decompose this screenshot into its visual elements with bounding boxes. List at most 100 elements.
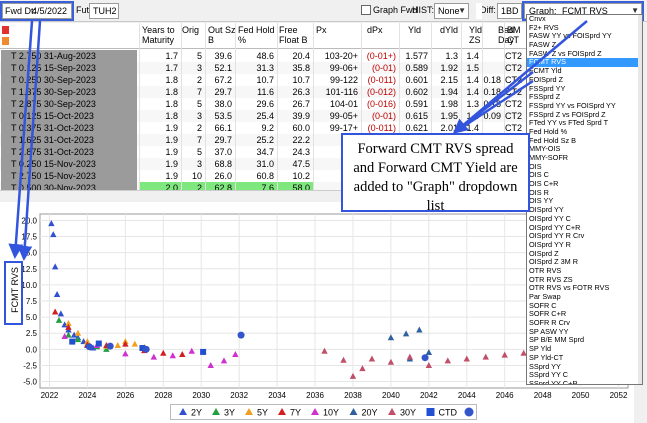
header-color-marker [2, 37, 9, 45]
column-header[interactable]: dYld [440, 25, 459, 35]
legend-label: 2Y [191, 408, 202, 418]
dropdown-item[interactable]: Par Swap [529, 292, 561, 301]
data-point-30y [444, 357, 452, 364]
data-point-3y [55, 316, 63, 323]
x-tick-label: 2044 [458, 391, 476, 400]
data-point-10y [150, 353, 158, 360]
column-header[interactable]: Px [316, 25, 327, 35]
column-header[interactable]: dPx [367, 25, 383, 35]
column-divider [181, 23, 182, 190]
table-cell-ytm: 1.9 [165, 147, 178, 157]
dropdown-item[interactable]: OISprd YY C [529, 213, 571, 223]
table-cell-zs: 1.4 [466, 75, 479, 85]
y-tick-label: 10.0 [21, 281, 37, 290]
table-cell-ytm: 1.8 [165, 111, 178, 121]
graph-dropdown-list[interactable]: Cnvx F2+ RVS FASW YY vs FOISprd YY FASW Z FA… [526, 14, 643, 385]
table-cell-px: 99-17+ [329, 123, 358, 133]
dropdown-item[interactable]: OISprd YY R Crv [529, 231, 585, 241]
table-cell-yld: 0.589 [405, 63, 428, 73]
data-point-20y [416, 326, 423, 333]
table-cell-out: 67.2 [214, 75, 232, 85]
data-point-otr [106, 342, 114, 350]
table-cell-dyld: 1.98 [440, 99, 458, 109]
table-cell-orig: 3 [196, 111, 202, 121]
data-point-otr [421, 354, 429, 362]
column-header[interactable]: Yld [408, 25, 422, 35]
table-cell-fed: 60.8 [256, 171, 274, 181]
dropdown-item[interactable]: OTR RVS [529, 265, 562, 275]
legend-marker [426, 408, 435, 416]
data-point-5y [131, 340, 139, 347]
dropdown-item[interactable]: OISprd Z [529, 248, 559, 258]
table-cell-fed: 31.0 [256, 159, 274, 169]
table-cell-dyld: 1.94 [440, 87, 458, 97]
dropdown-scrollbar[interactable] [638, 15, 642, 384]
data-point-20y [402, 330, 410, 337]
dropdown-item[interactable]: SOFR R Crv [529, 318, 570, 328]
hist-select-value: None [438, 6, 460, 16]
table-cell-px: 104-01 [329, 99, 358, 109]
data-point-30y [425, 361, 433, 368]
table-cell-bad [482, 50, 501, 62]
table-cell-ytm: 1.9 [165, 123, 178, 133]
column-header[interactable]: Years to Maturity [142, 25, 175, 45]
table-cell-out: 68.8 [214, 159, 232, 169]
column-header[interactable]: Free Float B [279, 25, 308, 45]
table-cell-ytm: 1.9 [165, 159, 178, 169]
dropdown-item[interactable]: Fed Hold Sz B [529, 135, 577, 145]
table-cell-px: 99-05+ [329, 111, 358, 121]
dropdown-item[interactable]: OTR RVS ZS [529, 274, 573, 284]
dropdown-item[interactable]: MMY-OIS [529, 144, 561, 154]
dropdown-item[interactable]: OTR RVS vs FOTR RVS [529, 283, 610, 293]
table-cell-out: 29.7 [214, 87, 232, 97]
column-header[interactable]: Fed Hold % [238, 25, 275, 45]
dropdown-item[interactable]: SSprd YY C+R [529, 378, 578, 385]
dropdown-item[interactable]: SSprd YY [529, 361, 561, 371]
dropdown-item[interactable]: OISprd Z 3M R [529, 257, 579, 267]
x-tick-label: 2026 [116, 391, 134, 400]
data-point-10y [207, 361, 214, 368]
graph-fwd-checkbox[interactable] [361, 5, 371, 15]
table-cell-yld: 0.621 [405, 123, 428, 133]
table-cell-fed: 31.3 [256, 63, 274, 73]
data-point-2y [51, 263, 59, 270]
security-name: T 2.750 15-Nov-2023 [1, 170, 137, 182]
data-point-7y [122, 340, 129, 347]
diff-select[interactable] [476, 3, 482, 19]
data-point-30y [482, 353, 489, 360]
fwd-date-value[interactable]: 4/5/2022 [32, 6, 68, 16]
dropdown-item[interactable]: SP B/E MM Sprd [529, 335, 585, 345]
dropdown-item[interactable]: SP ASW YY [529, 326, 569, 336]
legend-label: 3Y [224, 408, 235, 418]
column-header[interactable]: Out Sz B [208, 25, 236, 45]
graph-label-inner: Graph: [529, 6, 557, 16]
table-cell-px: 99-122 [329, 75, 358, 85]
hist-select[interactable]: None ▼ [434, 3, 469, 19]
dropdown-item[interactable]: OIS C+R [529, 179, 559, 189]
dropdown-item[interactable]: SOFR C [529, 300, 557, 310]
fut-field[interactable]: TUH2 [89, 3, 119, 19]
dropdown-item[interactable]: Cnvx [529, 14, 546, 23]
dropdown-item[interactable]: SOFR C+R [529, 309, 567, 319]
table-cell-free: 39.9 [292, 111, 310, 121]
diff-value-combo[interactable]: 1BD [497, 3, 522, 19]
dropdown-item[interactable]: OIS [529, 161, 542, 171]
dropdown-item[interactable]: SP Yld-CT [529, 352, 564, 362]
fwd-date-field[interactable]: Fwd Dt: 4/5/2022 [0, 1, 74, 21]
legend-graphic: 2Y3Y5Y7Y10Y20Y30YCTDOTR [179, 407, 496, 418]
column-header[interactable]: Yld ZS [469, 25, 483, 45]
dropdown-item[interactable]: OIS YY [529, 196, 554, 206]
data-point-20y [387, 334, 395, 341]
dropdown-item[interactable]: OISprd YY R [529, 239, 571, 249]
dropdown-item[interactable]: OIS C [529, 170, 549, 180]
dropdown-item[interactable]: SP Yld [529, 344, 552, 354]
dropdown-item[interactable]: OISprd YY [529, 205, 564, 215]
dropdown-item[interactable]: MMY-SOFR [529, 153, 569, 162]
column-header[interactable]: Orig [182, 25, 200, 35]
table-cell-ytm: 1.7 [165, 51, 178, 61]
dropdown-item[interactable]: OISprd YY C+R [529, 222, 581, 232]
x-tick-label: 2048 [534, 391, 552, 400]
dropdown-item[interactable]: SSprd YY C [529, 370, 569, 380]
data-point-7y [179, 350, 186, 357]
dropdown-item[interactable]: OIS R [529, 187, 549, 197]
